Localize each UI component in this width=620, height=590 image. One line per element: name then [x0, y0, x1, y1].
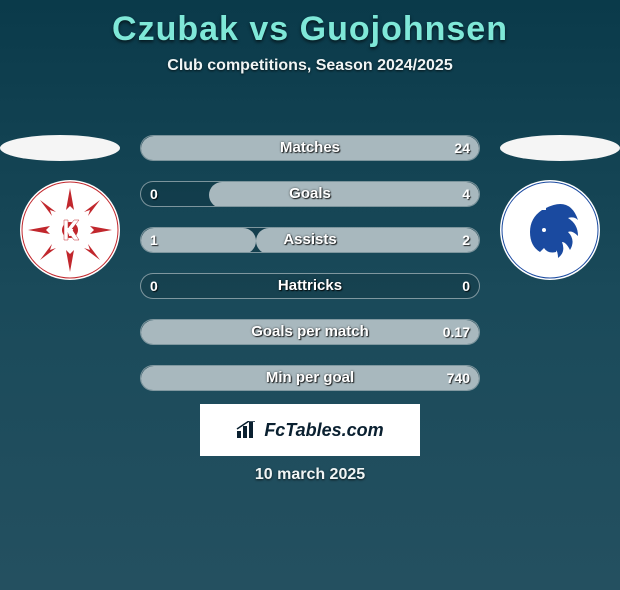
page-title: Czubak vs Guojohnsen [0, 10, 620, 49]
stat-value-right: 4 [462, 181, 470, 207]
kvk-crest-icon: V [20, 180, 120, 280]
page-subtitle: Club competitions, Season 2024/2025 [0, 57, 620, 75]
indian-head-icon [500, 180, 600, 280]
stat-value-left: 0 [150, 181, 158, 207]
stat-label: Hattricks [140, 273, 480, 299]
stat-value-right: 0 [462, 273, 470, 299]
stat-row: Min per goal740 [140, 365, 480, 391]
stat-value-right: 740 [447, 365, 470, 391]
stat-row: Goals per match0.17 [140, 319, 480, 345]
team-badge-right [500, 180, 600, 280]
stat-row: Hattricks0 0 [140, 273, 480, 299]
stat-value-left: 1 [150, 227, 158, 253]
stats-container: Matches24Goals04Assists12Hattricks00Goal… [140, 135, 480, 411]
stat-row: Assists1 2 [140, 227, 480, 253]
bars-icon [236, 421, 258, 439]
stat-label: Goals [140, 181, 480, 207]
team-badge-left: V [20, 180, 120, 280]
stat-row: Goals0 4 [140, 181, 480, 207]
attribution-text: FcTables.com [264, 420, 383, 441]
name-oval-left [0, 135, 120, 161]
name-oval-right [500, 135, 620, 161]
stat-label: Goals per match [140, 319, 480, 345]
stat-label: Matches [140, 135, 480, 161]
stat-label: Assists [140, 227, 480, 253]
stat-value-right: 2 [462, 227, 470, 253]
stat-row: Matches24 [140, 135, 480, 161]
date-text: 10 march 2025 [0, 466, 620, 484]
stat-value-left: 0 [150, 273, 158, 299]
stat-label: Min per goal [140, 365, 480, 391]
svg-text:V: V [67, 228, 74, 239]
stat-value-right: 0.17 [443, 319, 470, 345]
attribution-box: FcTables.com [200, 404, 420, 456]
stat-value-right: 24 [454, 135, 470, 161]
